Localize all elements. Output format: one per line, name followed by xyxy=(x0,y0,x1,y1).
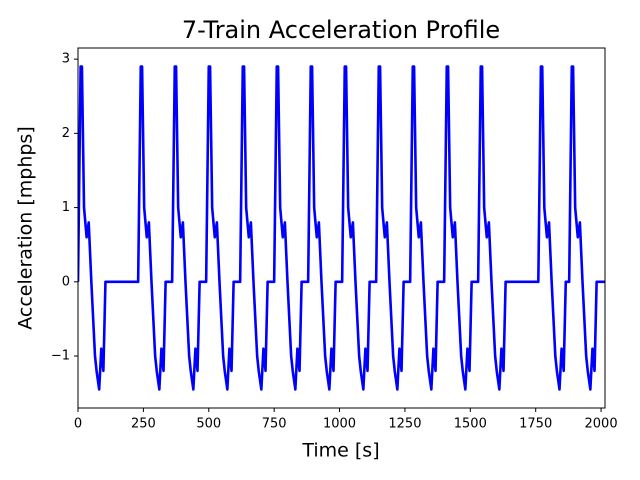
x-tick-label: 1250 xyxy=(388,417,421,432)
x-axis-label: Time [s] xyxy=(301,440,379,462)
x-tick-label: 2000 xyxy=(585,417,618,432)
x-tick-label: 500 xyxy=(196,417,221,432)
x-tick-label: 250 xyxy=(131,417,156,432)
x-tick-label: 0 xyxy=(74,417,82,432)
chart-title: 7-Train Acceleration Profile xyxy=(182,16,500,44)
y-axis-label: Acceleration [mphps] xyxy=(15,126,37,330)
data-line xyxy=(78,65,605,391)
y-tick-label: 0 xyxy=(62,274,70,289)
x-tick-label: 1750 xyxy=(519,417,552,432)
plot-frame xyxy=(77,47,606,409)
x-tick-label: 750 xyxy=(262,417,287,432)
x-tick-label: 1500 xyxy=(454,417,487,432)
y-tick-label: 3 xyxy=(62,52,70,67)
y-tick-label: 1 xyxy=(62,200,70,215)
y-tick-label: 2 xyxy=(62,126,70,141)
y-tick-label: −1 xyxy=(51,349,70,364)
x-tick-label: 1000 xyxy=(323,417,356,432)
